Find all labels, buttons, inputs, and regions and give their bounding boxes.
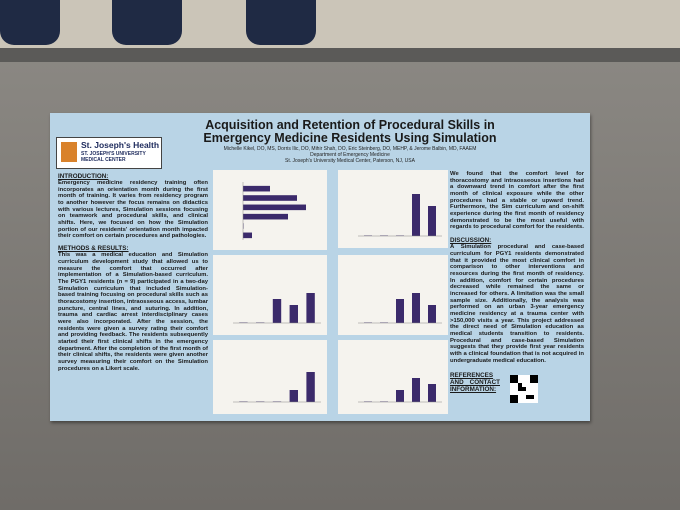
affiliation: St. Joseph's University Medical Center, … (285, 158, 415, 164)
paragraph: We found that the comfort level for thor… (450, 171, 584, 231)
right-column: We found that the comfort level for thor… (450, 171, 584, 394)
bar (428, 206, 436, 236)
chart-panel (213, 170, 327, 250)
bar (396, 299, 404, 323)
logo: St. Joseph's Health ST. JOSEPH'S UNIVERS… (56, 137, 162, 169)
bar (412, 293, 420, 323)
bar (289, 390, 298, 402)
poster: St. Joseph's Health ST. JOSEPH'S UNIVERS… (50, 113, 590, 421)
bar (396, 390, 404, 402)
qr-block (518, 383, 522, 391)
bar (243, 232, 252, 239)
bar (243, 185, 270, 192)
logo-name: St. Joseph's Health (81, 140, 160, 150)
chair (112, 0, 182, 45)
bar (306, 293, 315, 323)
chart-panel (213, 340, 327, 414)
bar (243, 195, 297, 201)
qr-block (526, 395, 534, 399)
rail (0, 48, 680, 62)
title: Acquisition and Retention of Procedural … (203, 118, 497, 146)
logo-mark (61, 142, 77, 162)
paragraph: Emergency medicine residency training of… (58, 180, 208, 240)
qr-block (522, 387, 526, 391)
section-heading: REFERENCES AND CONTACT INFORMATION: (450, 372, 500, 394)
qr-block (530, 375, 538, 383)
department: Department of Emergency Medicine (310, 152, 390, 158)
bar (306, 372, 315, 402)
section-heading: INTRODUCTION: (58, 173, 109, 180)
chart-panel (213, 255, 327, 335)
paragraph: This was a medical education and Simulat… (58, 252, 208, 372)
logo-subtitle: ST. JOSEPH'S UNIVERSITY MEDICAL CENTER (81, 151, 146, 163)
authors: Michelle Kikel, DO, MS, Dorris Ilic, DO,… (223, 146, 477, 152)
qr-block (510, 395, 518, 403)
chart-panel (338, 170, 448, 248)
chair (246, 0, 316, 45)
bar (428, 305, 436, 323)
chart-panel (338, 255, 448, 335)
section-heading: METHODS & RESULTS: (58, 245, 129, 253)
bar (412, 194, 420, 236)
chart-panel (338, 340, 448, 414)
bar (272, 299, 282, 323)
paragraph: A Simulation procedural and case-based c… (450, 244, 584, 364)
left-column: INTRODUCTION: Emergency medicine residen… (58, 173, 208, 372)
qr-code (510, 375, 538, 403)
bar (289, 305, 298, 323)
section-heading: DISCUSSION: (450, 237, 492, 245)
qr-block (510, 375, 518, 383)
bar (243, 204, 306, 211)
bar (428, 384, 436, 402)
bar (412, 378, 420, 402)
chair (0, 0, 60, 45)
bar (243, 213, 288, 220)
